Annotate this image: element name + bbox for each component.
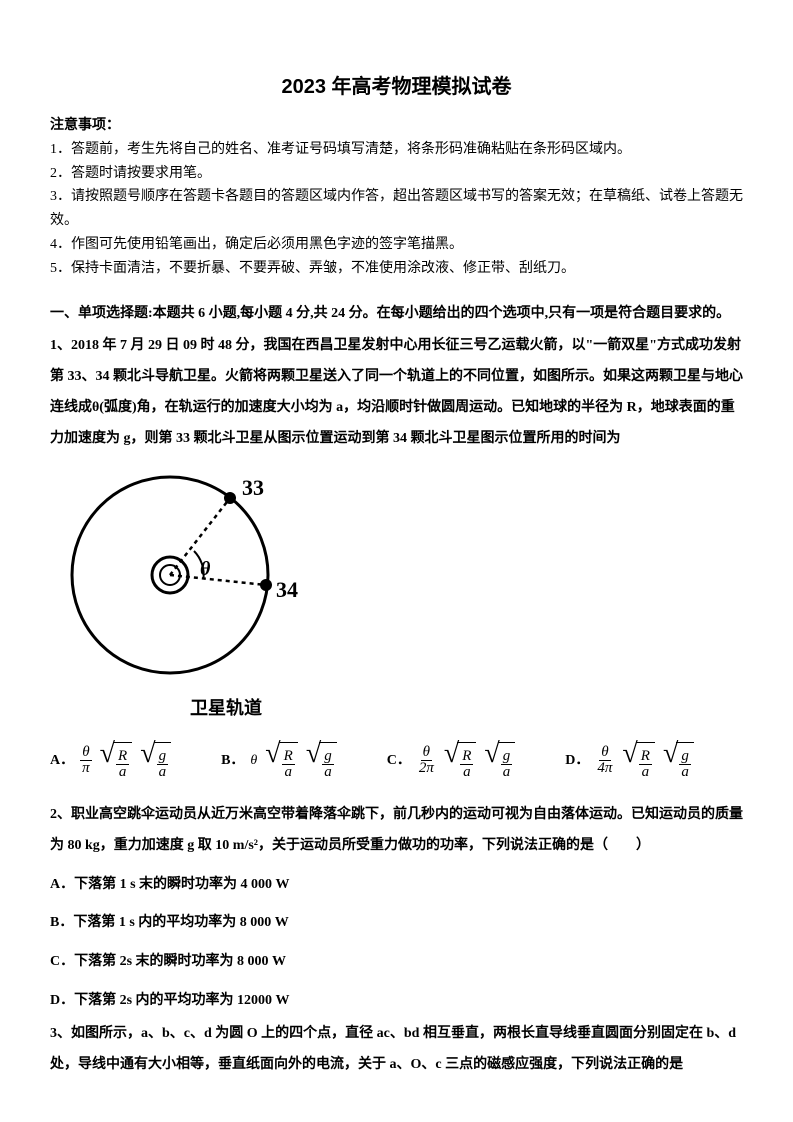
- opt-c-s2n: g: [501, 749, 513, 765]
- option-d-label: D．: [565, 749, 589, 773]
- option-c-sqrt2: √ ga: [484, 742, 515, 780]
- opt-d-s1d: a: [640, 765, 652, 780]
- diagram-caption: 卫星轨道: [190, 693, 743, 724]
- satellite-33: [224, 492, 236, 504]
- option-c-sqrt1: √ Ra: [444, 742, 477, 780]
- opt-c-s1d: a: [461, 765, 473, 780]
- opt-b-s2d: a: [322, 765, 334, 780]
- opt-c-num: θ: [421, 745, 432, 761]
- opt-d-den: 4π: [595, 761, 614, 776]
- notice-item-5: 5．保持卡面清洁，不要折暴、不要弄破、弄皱，不准使用涂改液、修正带、刮纸刀。: [50, 257, 743, 281]
- exam-title: 2023 年高考物理模拟试卷: [50, 70, 743, 104]
- notice-item-1: 1．答题前，考生先将自己的姓名、准考证号码填写清楚，将条形码准确粘贴在条形码区域…: [50, 138, 743, 162]
- notice-item-3: 3．请按照题号顺序在答题卡各题目的答题区域内作答，超出答题区域书写的答案无效；在…: [50, 185, 743, 233]
- notice-item-4: 4．作图可先使用铅笔画出，确定后必须用黑色字迹的签字笔描黑。: [50, 233, 743, 257]
- opt-a-num: θ: [80, 745, 91, 761]
- question-2-text: 2、职业高空跳伞运动员从近万米高空带着降落伞跳下，前几秒内的运动可视为自由落体运…: [50, 800, 743, 862]
- q2-option-a: A．下落第 1 s 末的瞬时功率为 4 000 W: [50, 870, 743, 901]
- question-1-text: 1、2018 年 7 月 29 日 09 时 48 分，我国在西昌卫星发射中心用…: [50, 331, 743, 454]
- opt-a-s1n: R: [116, 749, 129, 765]
- question-1-diagram: 33 34 θ 卫星轨道: [60, 465, 743, 724]
- option-c-coef: θ 2π: [417, 745, 436, 776]
- q2-option-b: B．下落第 1 s 内的平均功率为 8 000 W: [50, 908, 743, 939]
- option-b-coef: θ: [250, 749, 257, 773]
- option-d-coef: θ 4π: [595, 745, 614, 776]
- question-1-options: A． θ π √ Ra √ ga B． θ √ Ra √: [50, 742, 743, 780]
- opt-a-s2n: g: [157, 749, 169, 765]
- orbit-diagram-svg: 33 34 θ: [60, 465, 320, 685]
- option-d: D． θ 4π √ Ra √ ga: [565, 742, 694, 780]
- opt-a-den: π: [80, 761, 92, 776]
- option-b: B． θ √ Ra √ ga: [221, 742, 337, 780]
- opt-d-s2d: a: [679, 765, 691, 780]
- option-a-label: A．: [50, 749, 74, 773]
- option-d-sqrt1: √ Ra: [622, 742, 655, 780]
- q2-option-c: C．下落第 2s 末的瞬时功率为 8 000 W: [50, 947, 743, 978]
- option-b-sqrt1: √ Ra: [265, 742, 298, 780]
- option-a-coef: θ π: [80, 745, 92, 776]
- notice-item-2: 2．答题时请按要求用笔。: [50, 162, 743, 186]
- opt-b-s1n: R: [282, 749, 295, 765]
- section-heading: 一、单项选择题:本题共 6 小题,每小题 4 分,共 24 分。在每小题给出的四…: [50, 299, 743, 330]
- opt-d-s2n: g: [679, 749, 691, 765]
- option-b-label: B．: [221, 749, 244, 773]
- opt-d-s1n: R: [639, 749, 652, 765]
- option-b-sqrt2: √ ga: [306, 742, 337, 780]
- option-a-sqrt1: √ Ra: [100, 742, 133, 780]
- opt-c-s1n: R: [460, 749, 473, 765]
- notice-block: 注意事项： 1．答题前，考生先将自己的姓名、准考证号码填写清楚，将条形码准确粘贴…: [50, 114, 743, 281]
- option-c: C． θ 2π √ Ra √ ga: [387, 742, 516, 780]
- opt-b-s1d: a: [283, 765, 295, 780]
- option-a: A． θ π √ Ra √ ga: [50, 742, 171, 780]
- opt-c-s2d: a: [501, 765, 513, 780]
- satellite-34: [260, 579, 272, 591]
- opt-b-s2n: g: [322, 749, 334, 765]
- label-33: 33: [242, 475, 264, 500]
- question-3-text: 3、如图所示，a、b、c、d 为圆 O 上的四个点，直径 ac、bd 相互垂直，…: [50, 1019, 743, 1081]
- q2-option-d: D．下落第 2s 内的平均功率为 12000 W: [50, 986, 743, 1017]
- label-34: 34: [276, 577, 298, 602]
- opt-a-s1d: a: [117, 765, 129, 780]
- option-c-label: C．: [387, 749, 411, 773]
- opt-a-s2d: a: [157, 765, 169, 780]
- option-a-sqrt2: √ ga: [140, 742, 171, 780]
- option-d-sqrt2: √ ga: [663, 742, 694, 780]
- label-theta: θ: [200, 558, 211, 580]
- notice-heading: 注意事项：: [50, 114, 743, 138]
- opt-c-den: 2π: [417, 761, 436, 776]
- opt-d-num: θ: [599, 745, 610, 761]
